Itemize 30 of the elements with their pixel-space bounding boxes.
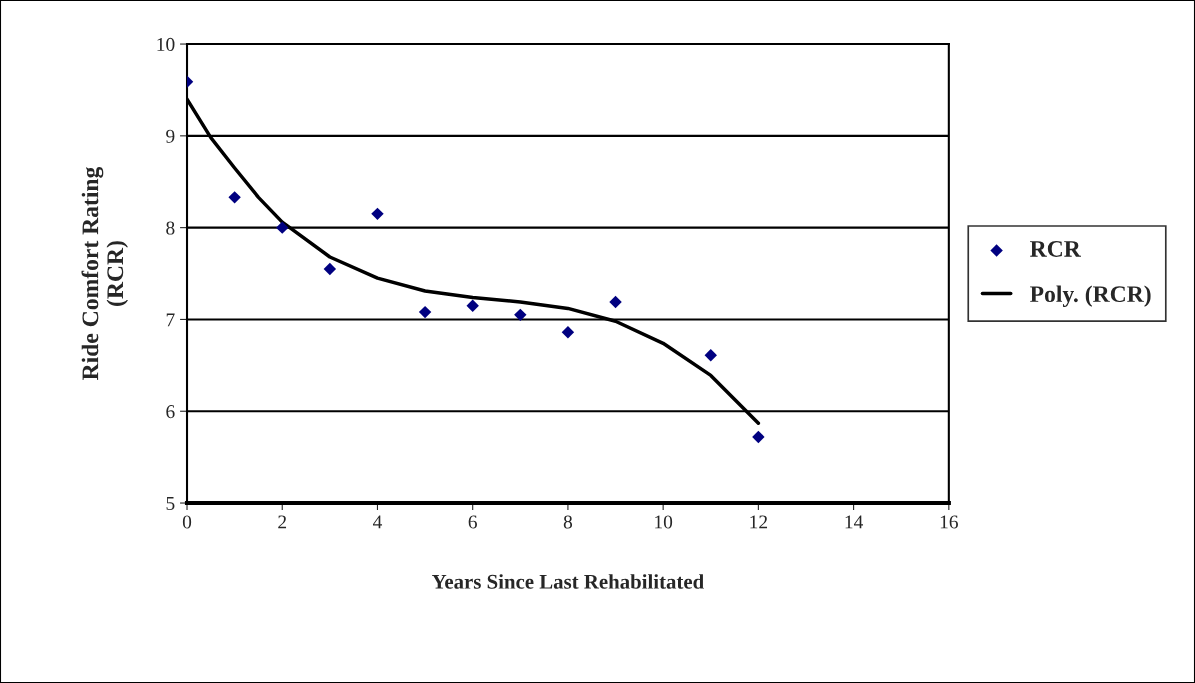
point (371, 207, 384, 221)
point (276, 221, 289, 234)
x-tick-label: 12 (750, 515, 768, 529)
x-tick-label: 16 (940, 515, 958, 529)
y-tick-label: 10 (157, 37, 175, 51)
point (704, 349, 717, 362)
point (752, 430, 765, 444)
point (228, 191, 241, 204)
legend-label: RCR (1030, 241, 1081, 257)
point (561, 326, 575, 339)
x-tick-label: 14 (845, 515, 864, 529)
point (609, 295, 622, 309)
y-tick-label: 6 (166, 405, 175, 419)
x-tick-label: 6 (468, 515, 477, 529)
point (418, 305, 432, 319)
x-tick-label: 10 (655, 515, 673, 529)
legend-label: Poly. (RCR) (1030, 285, 1151, 307)
x-axis-title: Years Since Last Rehabilitated (432, 574, 704, 589)
y-tick-label: 7 (166, 313, 175, 327)
point (323, 262, 337, 276)
x-tick-label: 8 (563, 515, 573, 529)
y-tick-label: 8 (166, 221, 175, 235)
point (514, 308, 527, 322)
x-tick-label: 0 (182, 515, 192, 529)
y-tick-label: 9 (166, 129, 175, 143)
point (466, 299, 479, 312)
y-tick-label: 5 (166, 497, 175, 510)
x-tick-label: 2 (278, 515, 287, 529)
x-tick-label: 4 (372, 515, 383, 529)
y-axis-title: Ride Comfort Rating (RCR) (81, 166, 128, 381)
